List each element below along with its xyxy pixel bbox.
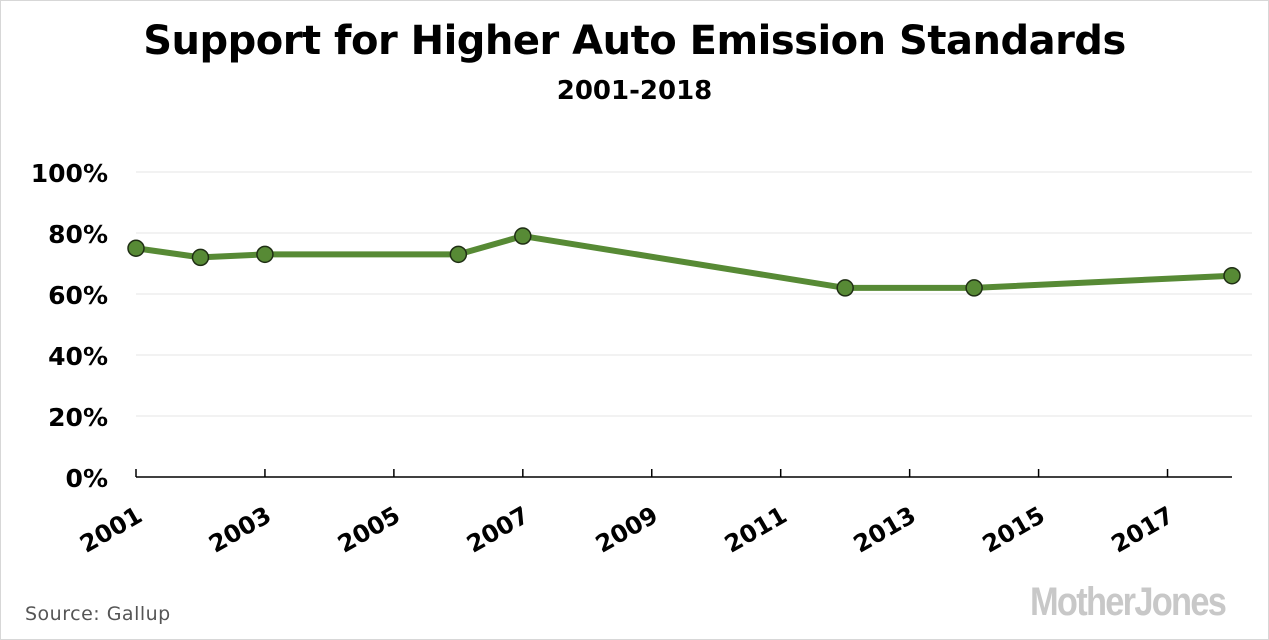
data-point bbox=[1223, 266, 1241, 285]
source-note: Source: Gallup bbox=[25, 603, 171, 625]
chart-title: Support for Higher Auto Emission Standar… bbox=[143, 18, 1126, 64]
x-tick-label: 2007 bbox=[462, 501, 534, 559]
mother-jones-logo: MotherJones bbox=[1030, 580, 1227, 624]
data-point bbox=[127, 239, 145, 257]
data-point bbox=[836, 279, 854, 297]
x-tick-label: 2015 bbox=[978, 501, 1050, 559]
y-tick-label: 20% bbox=[48, 403, 108, 432]
data-point bbox=[514, 227, 532, 245]
x-tick-label: 2017 bbox=[1107, 501, 1179, 559]
x-tick-label: 2003 bbox=[204, 501, 276, 559]
x-tick-label: 2001 bbox=[75, 501, 147, 559]
x-tick-label: 2005 bbox=[333, 501, 405, 559]
data-point bbox=[191, 248, 210, 267]
y-tick-label: 100% bbox=[31, 159, 108, 188]
y-tick-label: 80% bbox=[48, 220, 108, 249]
chart-subtitle: 2001-2018 bbox=[556, 76, 713, 106]
series-line bbox=[135, 233, 1233, 291]
x-tick-label: 2011 bbox=[720, 501, 792, 559]
x-tick-label: 2009 bbox=[591, 501, 663, 559]
data-point bbox=[256, 245, 274, 264]
y-tick-label: 0% bbox=[66, 464, 108, 493]
y-tick-label: 60% bbox=[48, 281, 108, 310]
y-tick-label: 40% bbox=[48, 342, 108, 371]
data-point bbox=[449, 245, 468, 264]
x-tick-label: 2013 bbox=[849, 501, 921, 559]
data-point bbox=[965, 279, 983, 297]
